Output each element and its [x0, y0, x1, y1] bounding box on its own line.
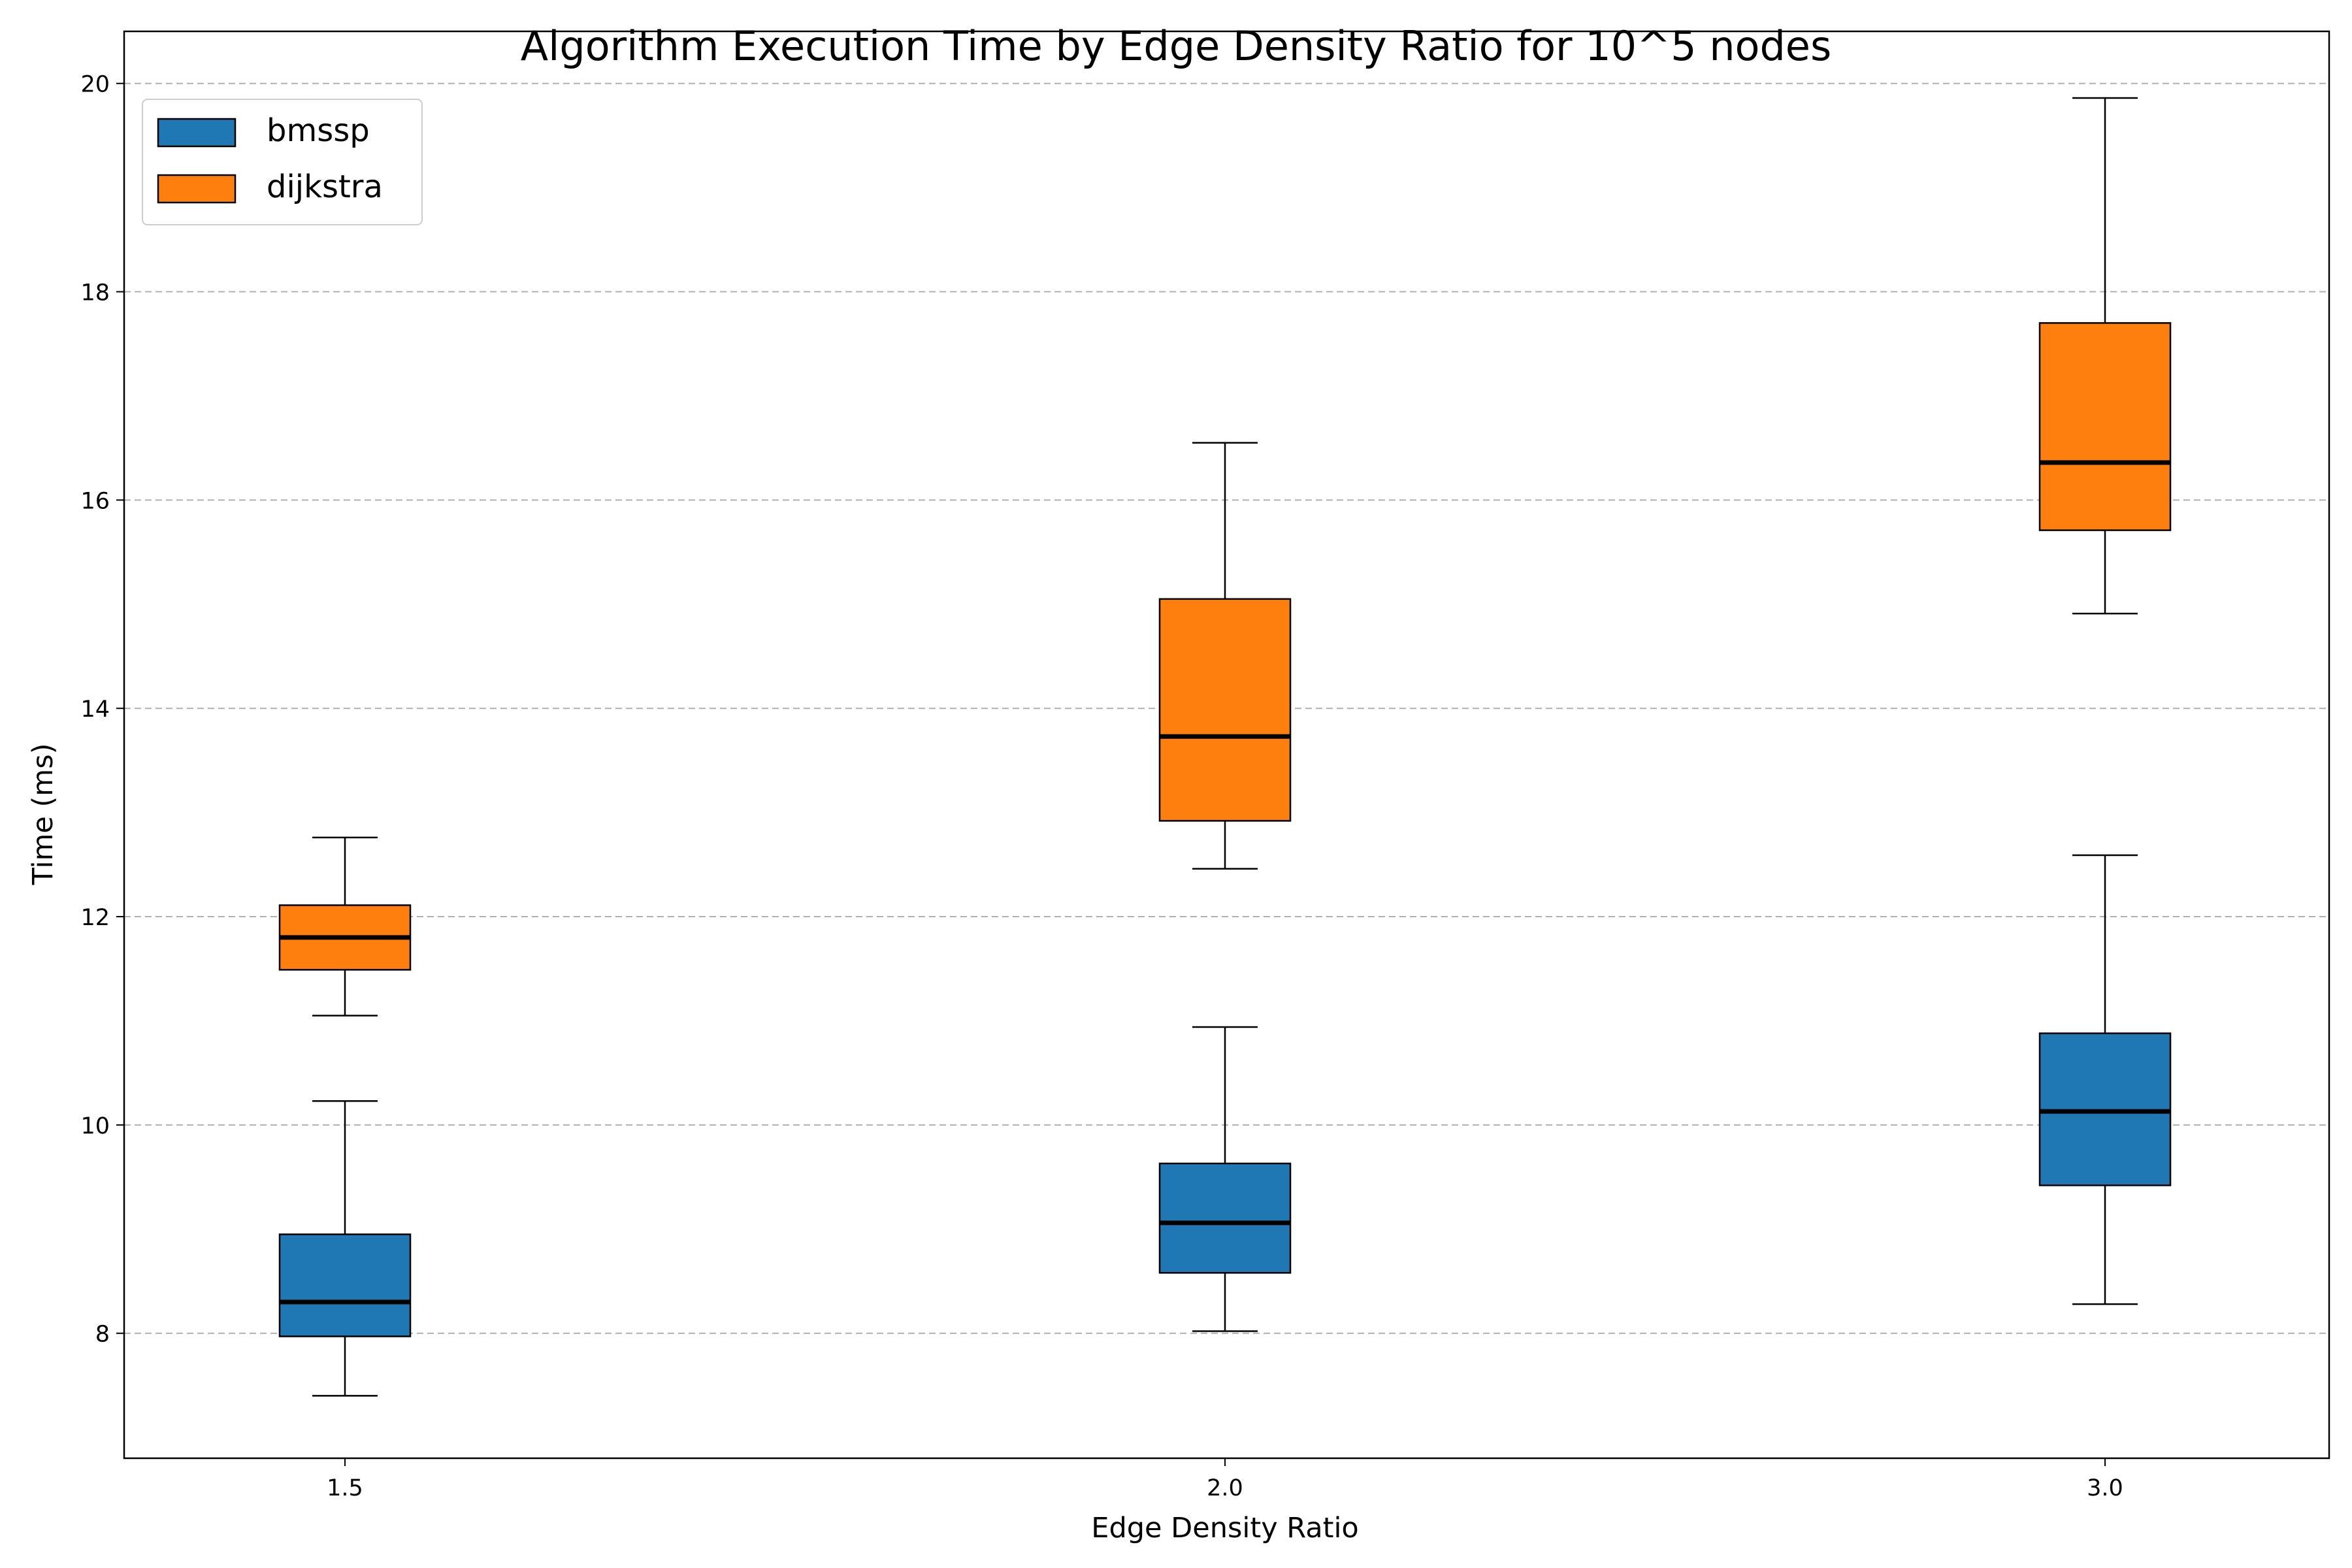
- legend-swatch-bmssp: [157, 118, 237, 148]
- y-tick-label: 10: [80, 1113, 110, 1139]
- box-bmssp-3.0: [2038, 854, 2172, 1305]
- y-tick-label: 16: [80, 488, 110, 514]
- box-dijkstra-2.0: [1158, 442, 1292, 870]
- y-axis: 8 10 12 14 16 18 20: [80, 72, 124, 1348]
- box-iqr: [2038, 322, 2172, 531]
- legend-swatch-dijkstra: [157, 174, 237, 204]
- y-tick-label: 12: [80, 905, 110, 931]
- x-tick-label: 3.0: [2087, 1475, 2123, 1501]
- x-tick-label: 1.5: [327, 1475, 363, 1501]
- y-axis-label: Time (ms): [27, 743, 59, 886]
- y-tick-label: 14: [80, 696, 110, 723]
- legend-label-bmssp: bmssp: [267, 112, 370, 149]
- box-bmssp-2.0: [1158, 1026, 1292, 1332]
- y-tick-label: 18: [80, 280, 110, 306]
- x-axis-label: Edge Density Ratio: [1091, 1512, 1358, 1544]
- x-tick-label: 2.0: [1207, 1475, 1243, 1501]
- box-iqr: [1158, 1162, 1292, 1274]
- y-tick-label: 8: [95, 1322, 110, 1348]
- boxes: [278, 97, 2172, 1397]
- legend: bmssp dijkstra: [142, 99, 423, 225]
- box-bmssp-1.5: [278, 1100, 412, 1397]
- x-axis: 1.5 2.0 3.0: [327, 1458, 2123, 1501]
- box-dijkstra-3.0: [2038, 97, 2172, 615]
- box-iqr: [1158, 598, 1292, 822]
- y-tick-label: 20: [80, 72, 110, 98]
- box-dijkstra-1.5: [278, 836, 412, 1017]
- legend-label-dijkstra: dijkstra: [267, 169, 383, 205]
- box-iqr: [278, 1233, 412, 1337]
- plot-area-frame: [123, 30, 2330, 1460]
- chart-title: Algorithm Execution Time by Edge Density…: [521, 22, 1832, 70]
